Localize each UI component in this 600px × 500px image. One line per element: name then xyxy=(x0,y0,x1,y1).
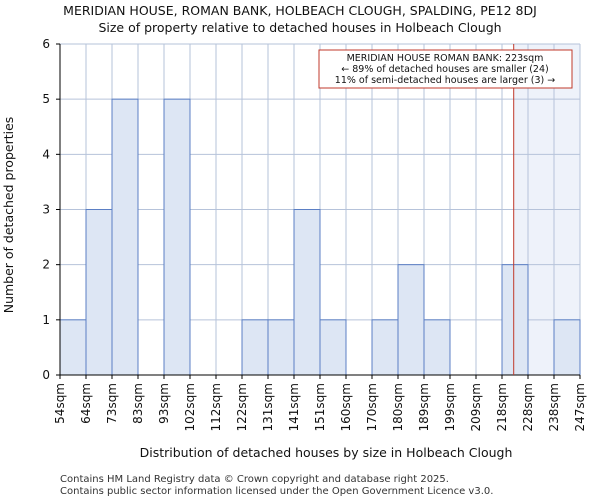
x-tick-label: 112sqm xyxy=(209,383,223,431)
x-tick-label: 93sqm xyxy=(157,383,171,424)
x-tick-label: 131sqm xyxy=(261,383,275,431)
y-tick-label: 2 xyxy=(42,258,50,272)
bar-19 xyxy=(553,319,581,376)
bar-2 xyxy=(111,98,139,376)
x-tick-label: 180sqm xyxy=(391,383,405,431)
x-ticks: 54sqm 64sqm 73sqm 83sqm 93sqm 102sqm 112sqm 122… xyxy=(53,375,587,431)
x-tick-label: 218sqm xyxy=(495,383,509,431)
x-tick-label: 238sqm xyxy=(547,383,561,431)
x-tick-label: 170sqm xyxy=(365,383,379,431)
x-tick-label: 247sqm xyxy=(573,383,587,431)
x-tick-label: 64sqm xyxy=(79,383,93,424)
bar-7 xyxy=(241,319,269,376)
footer-line-1: Contains HM Land Registry data © Crown c… xyxy=(60,474,449,485)
annotation-box xyxy=(318,49,573,89)
x-tick-label: 102sqm xyxy=(183,383,197,431)
annotation-line-1: MERIDIAN HOUSE ROMAN BANK: 223sqm xyxy=(347,53,544,64)
bar-17 xyxy=(501,264,529,376)
bar-12 xyxy=(371,319,399,376)
x-tick-label: 122sqm xyxy=(235,383,249,431)
x-tick-label: 54sqm xyxy=(53,383,67,424)
bar-4 xyxy=(163,98,191,376)
x-tick-label: 151sqm xyxy=(313,383,327,431)
x-tick-label: 189sqm xyxy=(417,383,431,431)
y-tick-label: 6 xyxy=(42,37,50,51)
y-tick-label: 1 xyxy=(42,313,50,327)
y-tick-label: 0 xyxy=(42,368,50,382)
y-ticks: 0 1 2 3 4 5 6 xyxy=(42,37,60,382)
x-tick-label: 73sqm xyxy=(105,383,119,424)
x-tick-label: 228sqm xyxy=(521,383,535,431)
y-tick-label: 5 xyxy=(42,92,50,106)
bar-1 xyxy=(85,209,113,376)
bar-13 xyxy=(397,264,425,376)
x-tick-label: 141sqm xyxy=(287,383,301,431)
x-tick-label: 160sqm xyxy=(339,383,353,431)
x-tick-label: 199sqm xyxy=(443,383,457,431)
bar-9 xyxy=(293,209,321,376)
x-axis-label: Distribution of detached houses by size … xyxy=(140,445,513,460)
y-tick-label: 4 xyxy=(42,147,50,161)
y-axis-label: Number of detached properties xyxy=(1,117,16,314)
bars xyxy=(59,98,581,376)
footer-line-2: Contains public sector information licen… xyxy=(60,486,493,497)
bar-8 xyxy=(267,319,295,376)
bar-10 xyxy=(319,319,347,376)
x-tick-label: 209sqm xyxy=(469,383,483,431)
annotation-line-2: ← 89% of detached houses are smaller (24… xyxy=(341,64,548,75)
x-tick-label: 83sqm xyxy=(131,383,145,424)
chart-subtitle: Size of property relative to detached ho… xyxy=(98,20,501,35)
chart-title: MERIDIAN HOUSE, ROMAN BANK, HOLBEACH CLO… xyxy=(63,3,537,18)
y-tick-label: 3 xyxy=(42,203,50,217)
annotation-line-3: 11% of semi-detached houses are larger (… xyxy=(335,75,555,86)
bar-14 xyxy=(423,319,451,376)
bar-0 xyxy=(59,319,87,376)
